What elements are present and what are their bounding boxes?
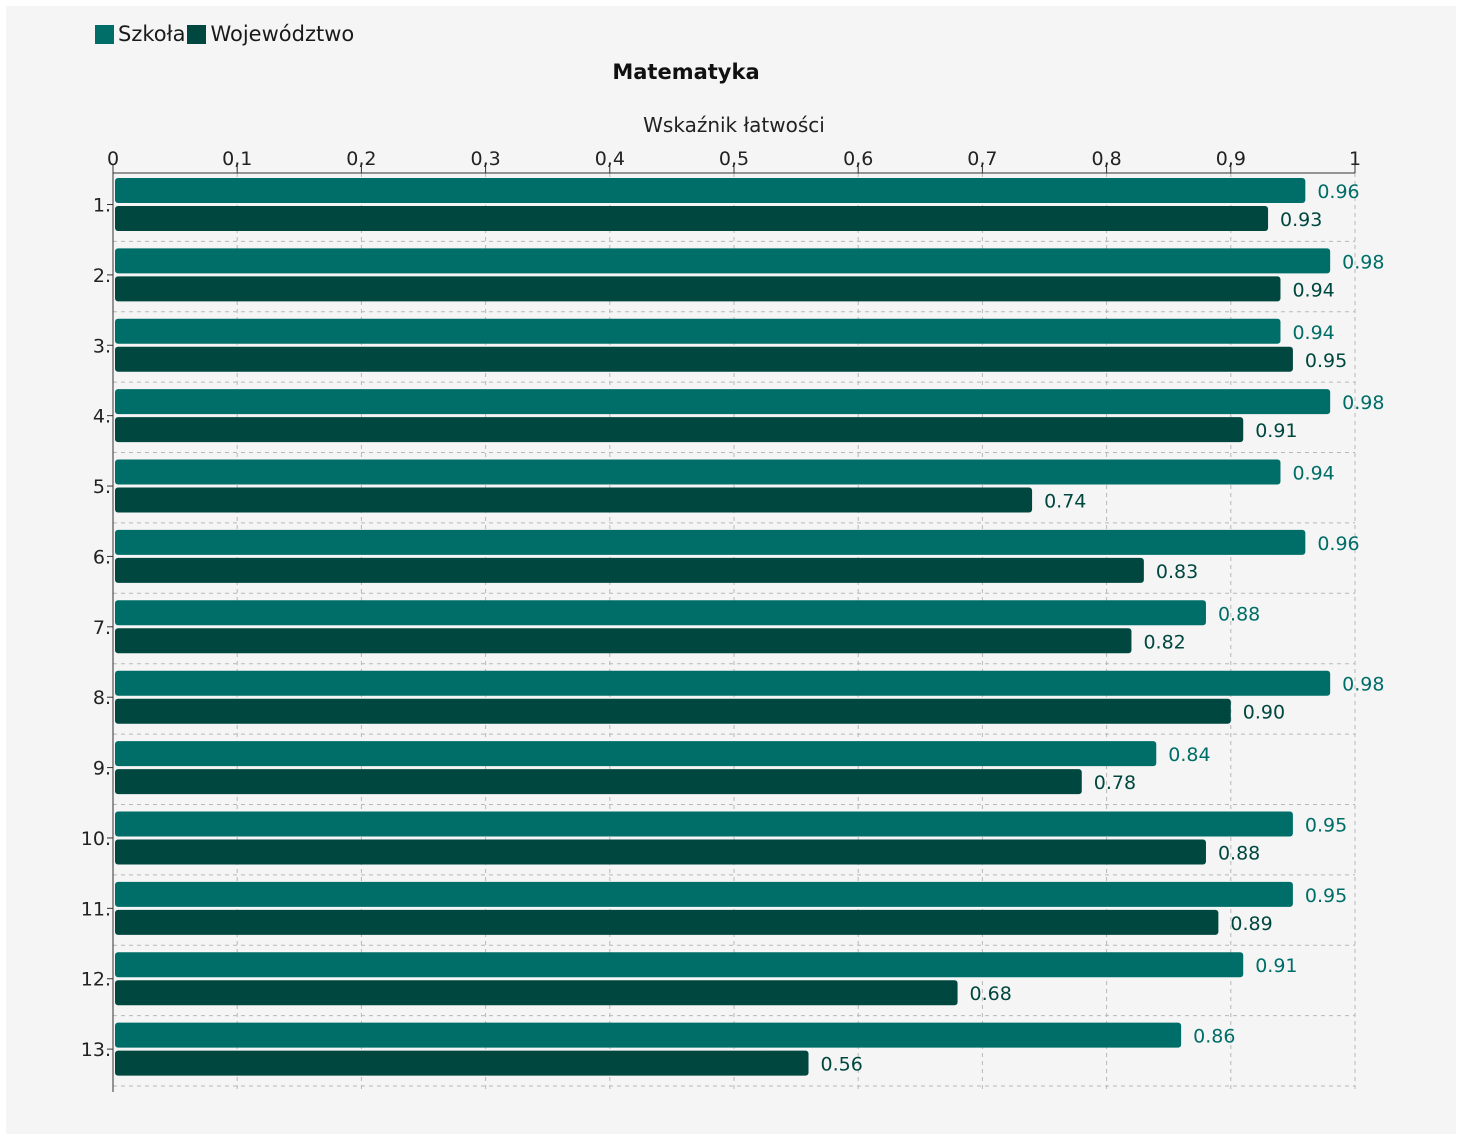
x-tick-label-2: 0,2 bbox=[346, 148, 376, 170]
value-label-wojewodztwo-10: 0.88 bbox=[1218, 842, 1260, 864]
category-label-7: 7. bbox=[93, 617, 111, 639]
x-tick-label-5: 0,5 bbox=[719, 148, 749, 170]
legend-swatch-wojewodztwo bbox=[187, 24, 207, 44]
value-label-wojewodztwo-1: 0.93 bbox=[1280, 209, 1322, 231]
bar-szkola-1[interactable] bbox=[115, 178, 1306, 203]
chart-title: Matematyka bbox=[612, 60, 759, 84]
value-label-szkola-10: 0.95 bbox=[1305, 814, 1347, 836]
value-label-szkola-4: 0.98 bbox=[1342, 392, 1384, 414]
bar-szkola-12[interactable] bbox=[115, 952, 1244, 978]
category-label-9: 9. bbox=[93, 758, 111, 780]
bar-szkola-2[interactable] bbox=[115, 248, 1331, 274]
value-label-wojewodztwo-3: 0.95 bbox=[1305, 350, 1347, 372]
legend-item-wojewodztwo[interactable]: Województwo bbox=[187, 22, 354, 46]
value-label-wojewodztwo-8: 0.90 bbox=[1243, 702, 1285, 724]
value-label-wojewodztwo-9: 0.78 bbox=[1094, 772, 1136, 794]
x-tick-label-1: 0,1 bbox=[222, 148, 252, 170]
category-label-3: 3. bbox=[93, 335, 111, 357]
value-label-szkola-6: 0.96 bbox=[1317, 533, 1359, 555]
value-label-wojewodztwo-13: 0.56 bbox=[821, 1054, 863, 1076]
bar-wojewodztwo-1[interactable] bbox=[115, 206, 1269, 231]
x-axis-title: Wskaźnik łatwości bbox=[643, 113, 825, 137]
x-tick-label-8: 0,8 bbox=[1091, 148, 1121, 170]
category-label-6: 6. bbox=[93, 546, 111, 568]
legend-swatch-szkola bbox=[95, 24, 114, 44]
legend: Szkoła Województwo bbox=[95, 22, 356, 46]
bar-szkola-10[interactable] bbox=[115, 811, 1293, 837]
value-label-szkola-9: 0.84 bbox=[1168, 744, 1210, 766]
x-tick-label-7: 0,7 bbox=[967, 148, 997, 170]
bars: 0.96 0.93 0.98 0.94 0.94 0.95 0.98 0.91 0.94 0.74… bbox=[115, 178, 1384, 1076]
bar-szkola-3[interactable] bbox=[115, 318, 1281, 344]
category-label-4: 4. bbox=[93, 406, 111, 428]
x-tick-label-6: 0,6 bbox=[843, 148, 873, 170]
category-label-1: 1. bbox=[93, 195, 111, 217]
bar-szkola-11[interactable] bbox=[115, 881, 1293, 907]
legend-label-wojewodztwo: Województwo bbox=[210, 22, 355, 46]
value-label-szkola-1: 0.96 bbox=[1317, 181, 1359, 203]
x-tick-label-3: 0,3 bbox=[470, 148, 500, 170]
category-label-13: 13. bbox=[81, 1039, 111, 1061]
bar-wojewodztwo-13[interactable] bbox=[115, 1050, 809, 1076]
category-label-5: 5. bbox=[93, 476, 111, 498]
value-label-szkola-13: 0.86 bbox=[1193, 1026, 1235, 1048]
bar-wojewodztwo-6[interactable] bbox=[115, 557, 1144, 583]
value-label-wojewodztwo-12: 0.68 bbox=[970, 983, 1012, 1005]
value-label-szkola-8: 0.98 bbox=[1342, 674, 1384, 696]
value-label-wojewodztwo-6: 0.83 bbox=[1156, 561, 1198, 583]
bar-wojewodztwo-12[interactable] bbox=[115, 980, 958, 1006]
bar-wojewodztwo-4[interactable] bbox=[115, 417, 1244, 443]
x-tick-label-0: 0 bbox=[107, 148, 119, 170]
bar-szkola-8[interactable] bbox=[115, 670, 1331, 696]
value-label-wojewodztwo-7: 0.82 bbox=[1143, 631, 1185, 653]
axes: 0 0,1 0,2 0,3 0,4 0,5 0,6 0,7 0,8 0,9 11.2.3.4.5.6… bbox=[81, 148, 1361, 1092]
bar-wojewodztwo-9[interactable] bbox=[115, 769, 1082, 795]
bar-szkola-5[interactable] bbox=[115, 459, 1281, 485]
bar-wojewodztwo-2[interactable] bbox=[115, 276, 1281, 302]
value-label-szkola-7: 0.88 bbox=[1218, 603, 1260, 625]
bar-szkola-13[interactable] bbox=[115, 1022, 1182, 1048]
bar-wojewodztwo-7[interactable] bbox=[115, 628, 1132, 654]
value-label-wojewodztwo-5: 0.74 bbox=[1044, 491, 1086, 513]
value-label-szkola-2: 0.98 bbox=[1342, 251, 1384, 273]
x-tick-label-9: 0,9 bbox=[1216, 148, 1246, 170]
value-label-szkola-3: 0.94 bbox=[1292, 322, 1334, 344]
value-label-wojewodztwo-11: 0.89 bbox=[1230, 913, 1272, 935]
value-label-wojewodztwo-4: 0.91 bbox=[1255, 420, 1297, 442]
value-label-szkola-11: 0.95 bbox=[1305, 885, 1347, 907]
x-tick-label-4: 0,4 bbox=[595, 148, 625, 170]
bar-szkola-4[interactable] bbox=[115, 389, 1331, 415]
bar-wojewodztwo-10[interactable] bbox=[115, 839, 1206, 865]
bar-wojewodztwo-11[interactable] bbox=[115, 909, 1219, 935]
legend-item-szkola[interactable]: Szkoła bbox=[95, 22, 185, 46]
bar-wojewodztwo-3[interactable] bbox=[115, 346, 1293, 372]
bar-szkola-9[interactable] bbox=[115, 741, 1157, 767]
bar-wojewodztwo-5[interactable] bbox=[115, 487, 1033, 513]
category-label-8: 8. bbox=[93, 687, 111, 709]
value-label-wojewodztwo-2: 0.94 bbox=[1292, 279, 1334, 301]
bar-szkola-6[interactable] bbox=[115, 529, 1306, 555]
category-label-2: 2. bbox=[93, 265, 111, 287]
legend-label-szkola: Szkoła bbox=[118, 22, 186, 46]
category-label-11: 11. bbox=[81, 898, 111, 920]
value-label-szkola-5: 0.94 bbox=[1292, 463, 1334, 485]
bar-wojewodztwo-8[interactable] bbox=[115, 698, 1231, 724]
x-tick-label-10: 1 bbox=[1349, 148, 1361, 170]
value-label-szkola-12: 0.91 bbox=[1255, 955, 1297, 977]
category-label-10: 10. bbox=[81, 828, 111, 850]
category-label-12: 12. bbox=[81, 969, 111, 991]
bar-szkola-7[interactable] bbox=[115, 600, 1206, 626]
